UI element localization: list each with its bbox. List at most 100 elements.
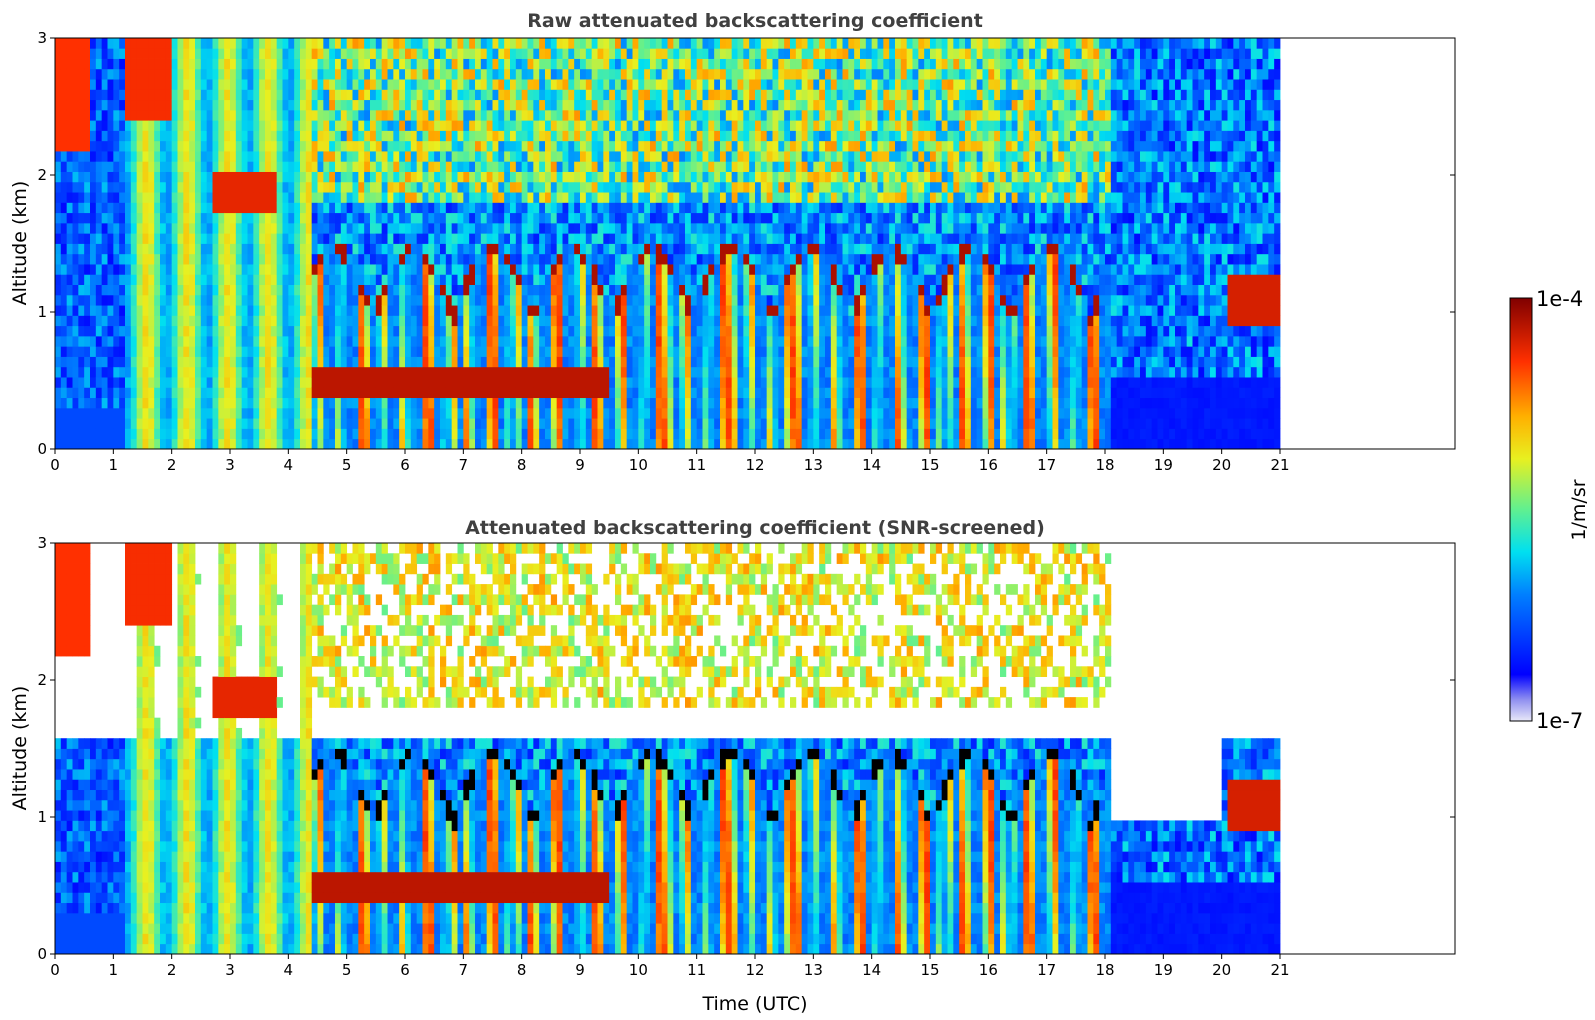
heatmap-cell [72,38,79,49]
heatmap-cell [177,346,184,357]
heatmap-cell [218,130,225,142]
heatmap-cell [195,438,202,450]
heatmap-cell [708,366,715,378]
heatmap-cell [235,68,243,80]
heatmap-cell [200,99,208,111]
heatmap-cell [323,294,330,306]
heatmap-cell [375,274,383,285]
heatmap-cell [550,418,558,429]
heatmap-cell [195,335,202,347]
heatmap-cell [451,222,458,234]
heatmap-cell [241,264,248,275]
heatmap-cell [387,120,394,131]
heatmap-cell [265,68,272,80]
heatmap-cell [329,397,336,409]
heatmap-cell [480,397,488,409]
heatmap-cell [55,387,62,399]
heatmap-cell [55,325,62,337]
heatmap-cell [276,346,283,357]
heatmap-cell [177,428,184,440]
heatmap-cell [428,89,435,101]
heatmap-cell [644,356,651,368]
heatmap-cell [405,397,412,409]
heatmap-cell [224,109,231,121]
heatmap-cell [364,120,371,131]
heatmap-cell [270,161,278,172]
heatmap-cell [451,58,458,70]
heatmap-cell [749,151,756,162]
heatmap-cell [189,418,196,429]
heatmap-cell [405,335,412,347]
heatmap-cell [125,212,132,224]
heatmap-cell [708,264,715,275]
heatmap-cell [113,305,120,316]
heatmap-cell [364,48,371,59]
heatmap-cell [381,284,388,296]
heatmap-cell [603,48,610,59]
heatmap-cell [142,120,149,131]
heatmap-cell [650,212,657,224]
heatmap-cell [230,253,237,265]
heatmap-cell [393,356,400,368]
heatmap-cell [492,366,499,378]
heatmap-cell [410,212,418,224]
heatmap-cell [335,284,342,296]
heatmap-cell [644,99,651,111]
heatmap-cell [445,58,453,70]
heatmap-cell [364,366,371,378]
heatmap-cell [550,284,558,296]
heatmap-cell [457,171,464,183]
heatmap-cell [720,161,727,172]
heatmap-cell [300,356,307,368]
heatmap-cell [305,284,313,296]
heatmap-cell [749,418,756,429]
heatmap-cell [679,48,686,59]
heatmap-cell [737,274,744,285]
heatmap-cell [130,387,138,399]
heatmap-cell [568,274,575,285]
heatmap-cell [434,192,441,203]
heatmap-cell [311,284,318,296]
heatmap-cell [154,243,161,255]
heatmap-cell [206,181,213,193]
heatmap-cell [311,366,318,378]
heatmap-cell [381,109,388,121]
heatmap-cell [148,120,155,131]
heatmap-cell [381,68,388,80]
heatmap-cell [515,397,523,409]
heatmap-cell [469,274,476,285]
heatmap-cell [574,438,581,450]
heatmap-cell [434,48,441,59]
heatmap-cell [329,274,336,285]
heatmap-cell [609,171,616,183]
heatmap-cell [772,377,779,388]
heatmap-cell [475,233,482,244]
heatmap-cell [550,387,558,399]
heatmap-cell [603,140,610,152]
heatmap-cell [329,315,336,327]
heatmap-cell [399,79,406,90]
heatmap-cell [340,99,348,111]
heatmap-cell [224,438,231,450]
heatmap-cell [241,335,248,347]
heatmap-cell [335,48,342,59]
heatmap-cell [288,397,295,409]
heatmap-cell [597,222,604,234]
heatmap-cell [253,284,260,296]
heatmap-cell [545,130,552,142]
heatmap-cell [241,346,248,357]
heatmap-cell [305,151,313,162]
heatmap-cell [772,346,779,357]
heatmap-cell [720,428,727,440]
heatmap-cell [667,202,674,214]
heatmap-cell [247,58,254,70]
heatmap-cell [568,58,575,70]
heatmap-cell [393,151,400,162]
heatmap-cell [95,264,103,275]
heatmap-cell [352,346,359,357]
heatmap-cell [550,315,558,327]
heatmap-cell [556,325,563,337]
heatmap-cell [714,140,721,152]
heatmap-cell [84,68,91,80]
heatmap-cell [311,161,318,172]
